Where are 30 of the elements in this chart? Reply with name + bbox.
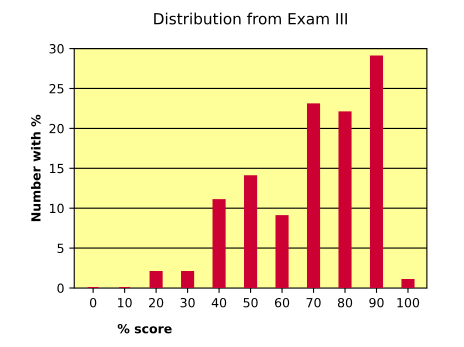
- bar: [370, 56, 384, 288]
- y-tick-label: 10: [50, 204, 64, 214]
- y-tick-label: 15: [50, 164, 64, 174]
- y-tick-label: 0: [57, 283, 64, 293]
- bar: [401, 278, 415, 288]
- y-tick-label: 5: [58, 244, 64, 254]
- bar: [212, 199, 226, 288]
- y-tick-label: 25: [50, 84, 64, 94]
- bar: [244, 175, 258, 288]
- x-tick-label: 70: [306, 298, 321, 308]
- bar: [275, 215, 289, 288]
- bar: [181, 271, 194, 288]
- x-axis-title: % score: [118, 324, 172, 334]
- x-tick-label: 20: [149, 298, 164, 308]
- x-tick-label: 90: [369, 298, 384, 308]
- y-tick-label: 30: [50, 44, 64, 54]
- x-tick-label: 60: [274, 298, 290, 308]
- bar: [150, 271, 163, 288]
- bar: [338, 111, 352, 288]
- y-axis-title: Number with %: [30, 114, 41, 222]
- x-tick-label: 80: [338, 298, 352, 308]
- x-tick-label: 0: [90, 298, 96, 308]
- x-tick-label: 30: [180, 298, 195, 308]
- x-tick-label: 50: [244, 298, 258, 308]
- x-tick-label: 40: [212, 298, 226, 308]
- bar: [306, 103, 320, 288]
- x-tick-label: 10: [118, 298, 132, 308]
- x-tick-label: 100: [397, 298, 420, 308]
- chart-title: Distribution from Exam III: [154, 12, 347, 25]
- y-tick-label: 20: [50, 124, 64, 134]
